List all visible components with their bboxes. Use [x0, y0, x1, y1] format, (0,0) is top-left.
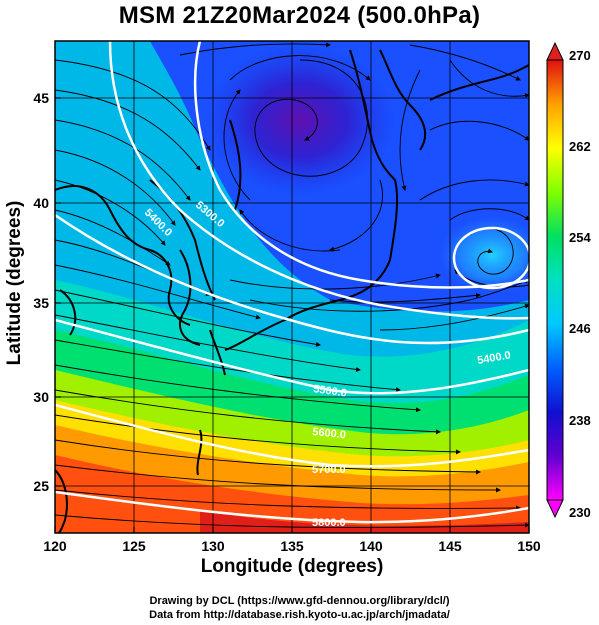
map-field [55, 41, 529, 533]
x-tick-label: 130 [201, 538, 225, 554]
x-tick-label: 135 [280, 538, 304, 554]
contour-label: 5800.0 [312, 517, 346, 529]
x-tick-label: 145 [438, 538, 462, 554]
colorbar-tick-label: 230 [569, 505, 591, 520]
streamlines [55, 42, 529, 528]
contour-label: 5400.0 [476, 349, 511, 367]
height-contours [55, 41, 529, 524]
y-tick-label: 25 [33, 478, 49, 494]
colorbar-tick-label: 254 [569, 230, 591, 245]
contour-label: 5500.0 [313, 383, 348, 400]
colorbar: 270 262 254 246 238 230 [546, 41, 591, 520]
colorbar-tick-label: 262 [569, 139, 591, 154]
colorbar-bottom-arrow [546, 499, 564, 519]
contour-label: 5600.0 [312, 426, 347, 441]
x-tick-label: 125 [122, 538, 146, 554]
y-tick-label: 30 [33, 389, 49, 405]
x-tick-label: 120 [43, 538, 67, 554]
coastlines [55, 49, 529, 533]
x-tick-label: 150 [517, 538, 541, 554]
contour-label: 5700.0 [312, 464, 346, 476]
colorbar-top-arrow [546, 41, 564, 61]
y-tick-label: 40 [33, 195, 49, 211]
y-axis-label: Latitude (degrees) [4, 200, 25, 366]
colorbar-tick-label: 238 [569, 413, 591, 428]
y-tick-label: 45 [33, 90, 49, 106]
colorbar-tick-label: 246 [569, 321, 591, 336]
x-axis-label: Longitude (degrees) [200, 556, 384, 577]
x-tick-label: 140 [359, 538, 383, 554]
drawing-credit: Drawing by DCL (https://www.gfd-dennou.o… [149, 595, 450, 607]
graticule [55, 41, 529, 533]
data-credit: Data from http://database.rish.kyoto-u.a… [149, 609, 450, 621]
y-tick-labels: 25 30 35 40 45 [33, 90, 49, 494]
colorbar-tick-label: 270 [569, 48, 591, 63]
colorbar-scale [546, 59, 564, 501]
axis-ticks [54, 97, 530, 533]
y-tick-label: 35 [33, 295, 49, 311]
figure-title: MSM 21Z20Mar2024 (500.0hPa) [118, 2, 481, 29]
x-tick-labels: 120 125 130 135 140 145 150 [43, 538, 541, 554]
